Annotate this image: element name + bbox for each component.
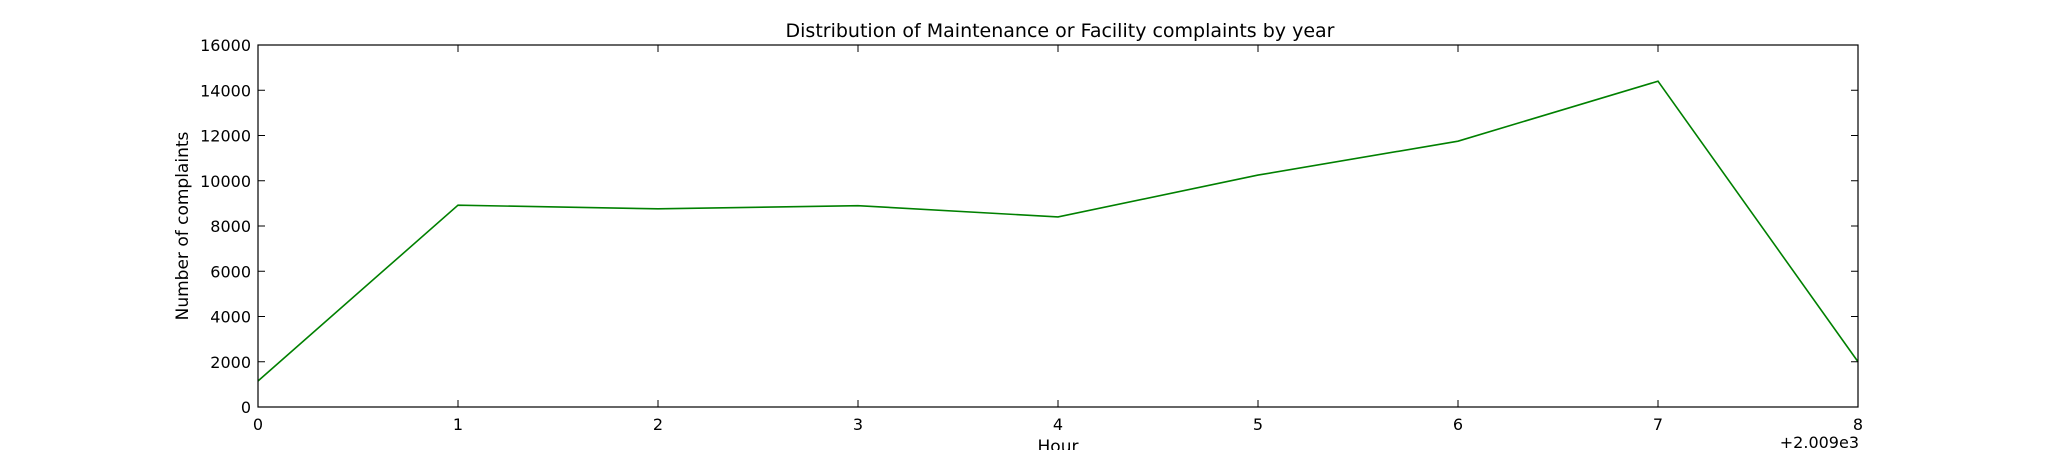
- series-line-1: [257, 80, 1859, 382]
- x-tick-label: 4: [1053, 415, 1063, 434]
- chart-title: Distribution of Maintenance or Facility …: [786, 20, 1335, 42]
- y-tick-label: 16000: [200, 36, 251, 55]
- x-axis-label: Hour: [1038, 437, 1079, 450]
- x-tick-label: 8: [1853, 415, 1863, 434]
- x-tick-label: 5: [1253, 415, 1263, 434]
- y-tick-label: 6000: [210, 262, 251, 281]
- y-tick-label: 12000: [200, 127, 251, 146]
- x-tick-label: 7: [1653, 415, 1663, 434]
- y-tick-label: 8000: [210, 217, 251, 236]
- x-tick-label: 1: [453, 415, 463, 434]
- plot-area: 0 1 2 3 4 5 6 7 8 0 2000 4000 6000 8000 10000 12000 1400…: [200, 36, 1863, 434]
- x-tick-label: 0: [253, 415, 263, 434]
- y-tick-label: 10000: [200, 172, 251, 191]
- y-tick-label: 2000: [210, 353, 251, 372]
- x-tick-label: 6: [1453, 415, 1463, 434]
- x-axis-offset-label: +2.009e3: [1780, 433, 1859, 450]
- y-tick-label: 4000: [210, 308, 251, 327]
- y-axis-label: Number of complaints: [173, 131, 193, 320]
- x-tick-label: 3: [853, 415, 863, 434]
- axes-frame: [257, 44, 1859, 408]
- y-tick-label: 14000: [200, 81, 251, 100]
- x-tick-label: 2: [653, 415, 663, 434]
- y-tick-label: 0: [241, 398, 251, 417]
